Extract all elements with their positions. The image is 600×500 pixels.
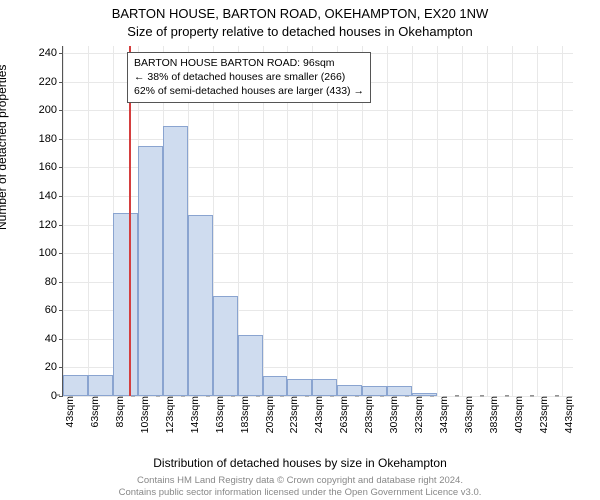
annotation-box: BARTON HOUSE BARTON ROAD: 96sqm ← 38% of…: [127, 52, 371, 103]
gridline-vertical: [387, 46, 388, 396]
histogram-bar: [213, 296, 238, 396]
x-tick-label: 343sqm: [434, 396, 450, 433]
x-tick-label: 103sqm: [135, 396, 151, 433]
histogram-bar: [163, 126, 188, 396]
gridline-vertical: [437, 46, 438, 396]
y-tick-label: 40: [45, 333, 63, 345]
x-tick-label: 443sqm: [559, 396, 575, 433]
x-tick-label: 323sqm: [409, 396, 425, 433]
x-tick-label: 303sqm: [384, 396, 400, 433]
histogram-bar: [238, 335, 263, 396]
histogram-bar: [263, 376, 288, 396]
y-tick-label: 120: [39, 219, 63, 231]
x-tick-label: 403sqm: [509, 396, 525, 433]
x-tick-label: 83sqm: [110, 396, 126, 428]
y-tick-label: 100: [39, 247, 63, 259]
x-tick-label: 43sqm: [60, 396, 76, 428]
histogram-bar: [88, 375, 113, 396]
plot-area: 02040608010012014016018020022024043sqm63…: [62, 46, 573, 397]
y-tick-label: 220: [39, 76, 63, 88]
gridline-vertical: [412, 46, 413, 396]
gridline-vertical: [562, 46, 563, 396]
footer-line1: Contains HM Land Registry data © Crown c…: [0, 475, 600, 486]
x-tick-label: 423sqm: [534, 396, 550, 433]
gridline-vertical: [63, 46, 64, 396]
histogram-bar: [188, 215, 213, 396]
y-tick-label: 140: [39, 190, 63, 202]
histogram-bar: [113, 213, 138, 396]
histogram-bar: [412, 393, 437, 396]
x-tick-label: 243sqm: [309, 396, 325, 433]
x-tick-label: 143sqm: [185, 396, 201, 433]
x-tick-label: 263sqm: [334, 396, 350, 433]
histogram-bar: [138, 146, 163, 396]
histogram-bar: [387, 386, 412, 396]
chart-title-line2: Size of property relative to detached ho…: [0, 24, 600, 39]
histogram-bar: [362, 386, 387, 396]
annotation-line1: BARTON HOUSE BARTON ROAD: 96sqm: [134, 56, 364, 70]
y-tick-label: 60: [45, 304, 63, 316]
y-tick-label: 20: [45, 361, 63, 373]
gridline-vertical: [512, 46, 513, 396]
histogram-bar: [63, 375, 88, 396]
gridline-vertical: [537, 46, 538, 396]
x-tick-label: 123sqm: [160, 396, 176, 433]
annotation-line2: ← 38% of detached houses are smaller (26…: [134, 70, 364, 84]
x-tick-label: 183sqm: [235, 396, 251, 433]
x-tick-label: 283sqm: [359, 396, 375, 433]
chart-container: BARTON HOUSE, BARTON ROAD, OKEHAMPTON, E…: [0, 0, 600, 500]
gridline-horizontal: [63, 139, 573, 140]
x-tick-label: 163sqm: [210, 396, 226, 433]
y-tick-label: 200: [39, 104, 63, 116]
chart-title-line1: BARTON HOUSE, BARTON ROAD, OKEHAMPTON, E…: [0, 6, 600, 21]
gridline-vertical: [88, 46, 89, 396]
y-tick-label: 80: [45, 276, 63, 288]
histogram-bar: [337, 385, 362, 396]
y-tick-label: 180: [39, 133, 63, 145]
gridline-vertical: [462, 46, 463, 396]
x-tick-label: 63sqm: [85, 396, 101, 428]
histogram-bar: [287, 379, 312, 396]
gridline-horizontal: [63, 110, 573, 111]
x-tick-label: 383sqm: [484, 396, 500, 433]
x-tick-label: 223sqm: [284, 396, 300, 433]
x-tick-label: 363sqm: [459, 396, 475, 433]
annotation-line3: 62% of semi-detached houses are larger (…: [134, 84, 364, 98]
x-axis-label: Distribution of detached houses by size …: [0, 456, 600, 470]
y-tick-label: 160: [39, 161, 63, 173]
y-tick-label: 240: [39, 47, 63, 59]
x-tick-label: 203sqm: [260, 396, 276, 433]
histogram-bar: [312, 379, 337, 396]
footer-line2: Contains public sector information licen…: [0, 487, 600, 498]
y-axis-label: Number of detached properties: [0, 65, 9, 230]
gridline-vertical: [487, 46, 488, 396]
